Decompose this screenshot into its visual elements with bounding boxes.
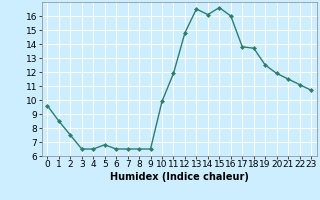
X-axis label: Humidex (Indice chaleur): Humidex (Indice chaleur): [110, 172, 249, 182]
